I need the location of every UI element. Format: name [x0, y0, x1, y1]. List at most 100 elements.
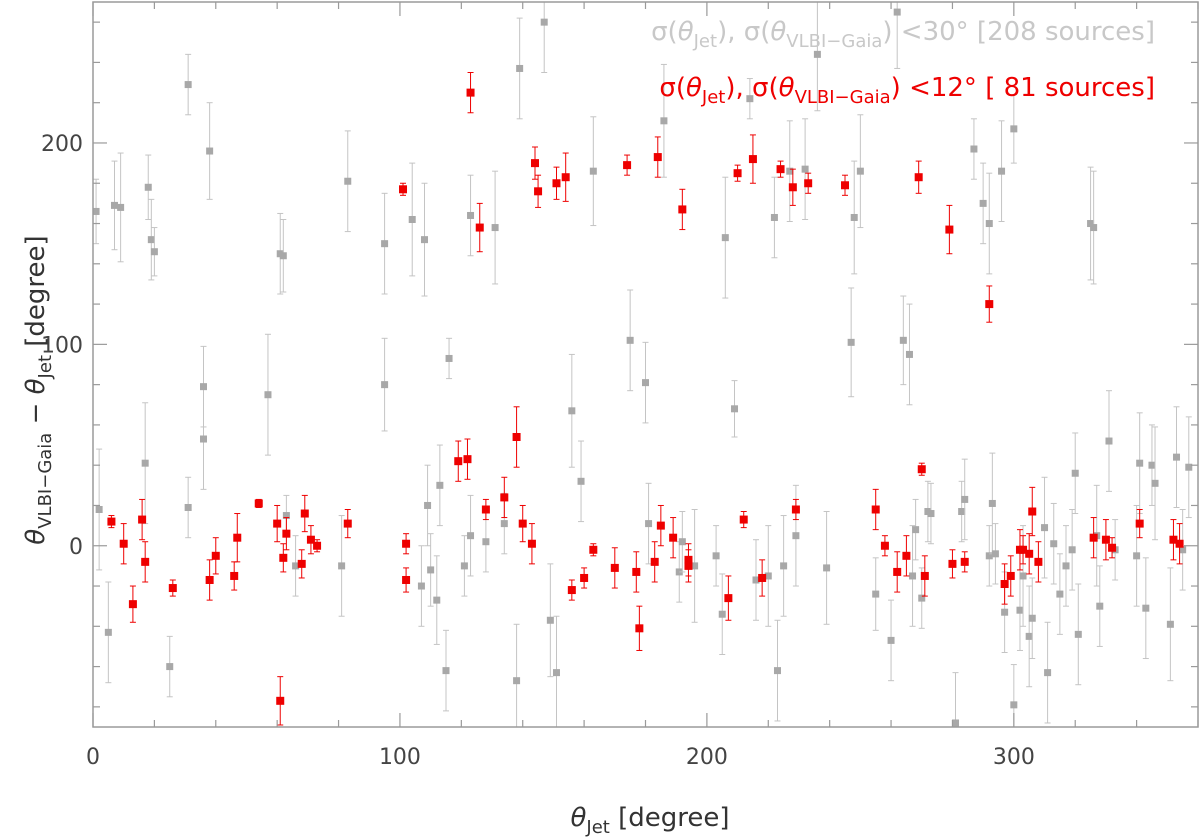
marker [491, 224, 499, 232]
marker [402, 539, 411, 548]
marker [786, 167, 794, 175]
data-point-gray [264, 333, 272, 456]
marker [254, 499, 263, 508]
marker [589, 167, 597, 175]
data-point-gray [1056, 553, 1064, 635]
marker [1108, 543, 1117, 552]
marker [1044, 669, 1052, 677]
marker [1050, 540, 1058, 548]
data-point-red [534, 174, 543, 208]
marker [918, 594, 926, 602]
data-point-red [230, 561, 239, 591]
marker [513, 677, 521, 685]
data-point-red [917, 462, 926, 476]
marker [909, 572, 917, 580]
marker [678, 538, 686, 546]
marker [531, 159, 539, 168]
marker [1135, 519, 1144, 528]
marker [500, 520, 508, 528]
data-point-red [880, 535, 889, 557]
marker [1151, 479, 1159, 487]
data-point-red [893, 551, 902, 593]
data-point-gray [95, 448, 103, 571]
data-point-gray [961, 458, 969, 541]
data-point-red [211, 537, 220, 575]
marker [985, 300, 994, 309]
marker [1028, 507, 1037, 516]
marker [958, 508, 966, 516]
marker [718, 610, 726, 618]
marker [279, 553, 288, 562]
marker [421, 236, 428, 244]
marker [712, 552, 720, 560]
data-point-red [656, 504, 665, 547]
data-point-red [254, 498, 263, 508]
data-point-red [141, 541, 150, 583]
data-point-red [1101, 519, 1110, 561]
legend-entry-gray: σ(θJet), σ(θVLBI−Gaia) <30° [208 sources… [651, 17, 1155, 52]
marker [107, 517, 116, 526]
marker [427, 566, 435, 574]
marker [230, 571, 239, 580]
data-point-red [804, 172, 813, 194]
marker [1019, 572, 1027, 580]
marker [905, 350, 913, 358]
data-point-gray [467, 494, 475, 577]
data-point-gray [1142, 557, 1150, 660]
data-point-gray [988, 452, 996, 555]
data-point-gray [150, 227, 158, 277]
data-point-gray [338, 515, 346, 617]
marker [184, 503, 192, 511]
data-point-gray [141, 402, 149, 525]
marker [902, 551, 911, 560]
marker [632, 567, 641, 576]
data-point-gray [1185, 416, 1193, 519]
marker [985, 552, 993, 560]
data-point-gray [540, 2, 548, 73]
marker [675, 568, 683, 576]
data-point-red [500, 476, 509, 519]
data-point-red [107, 515, 116, 529]
data-point-red [580, 567, 589, 589]
marker [758, 573, 767, 582]
marker [1175, 539, 1184, 548]
marker [1034, 557, 1043, 566]
data-point-red [512, 406, 521, 468]
data-point-gray [1010, 94, 1018, 164]
data-point-red [1019, 535, 1028, 565]
data-point-gray [1071, 432, 1079, 515]
data-point-red [1169, 519, 1178, 561]
marker [669, 533, 678, 542]
data-point-gray [770, 176, 778, 259]
marker [988, 499, 996, 507]
data-point-red [871, 488, 880, 531]
marker [95, 506, 103, 513]
marker [1185, 463, 1193, 471]
data-point-red [402, 533, 411, 555]
data-point-red [945, 204, 954, 255]
data-point-gray [712, 525, 720, 587]
marker [1101, 535, 1110, 544]
data-point-red [902, 535, 911, 577]
data-point-gray [552, 615, 560, 727]
marker [626, 336, 634, 344]
marker [656, 521, 665, 530]
marker [1089, 533, 1098, 542]
data-point-gray [780, 515, 788, 617]
marker [552, 179, 561, 188]
data-point-gray [1096, 565, 1104, 647]
data-point-red [463, 438, 472, 480]
data-point-gray [1090, 170, 1098, 285]
data-point-gray [1087, 166, 1095, 281]
marker [568, 407, 576, 415]
data-point-gray [801, 118, 809, 220]
data-point-gray [200, 345, 207, 428]
legend: σ(θJet), σ(θVLBI−Gaia) <30° [208 sources… [651, 17, 1155, 108]
marker [1001, 608, 1009, 616]
marker [920, 571, 929, 580]
data-point-gray [144, 154, 152, 220]
data-point-red [733, 164, 742, 182]
data-point-red [1108, 537, 1117, 559]
data-point-red [343, 509, 352, 539]
marker [948, 559, 957, 568]
